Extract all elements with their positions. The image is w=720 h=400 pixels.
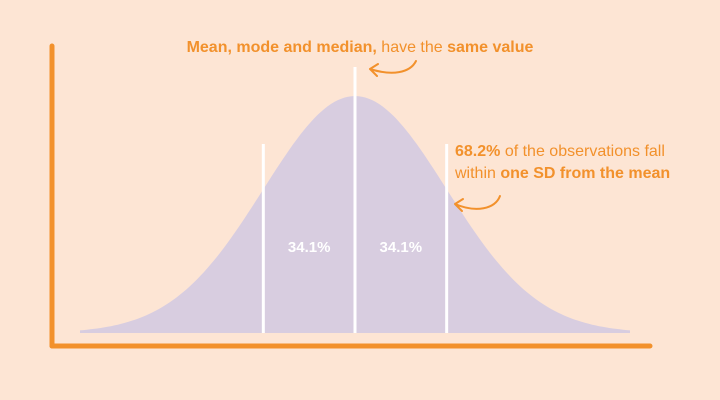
annotation-text: within: [455, 165, 501, 182]
region-label-left: 34.1%: [288, 239, 331, 256]
annotation-text: have the: [376, 39, 448, 56]
annotation-bold-text: 68.2%: [455, 143, 501, 160]
annotation-bold-text: one SD from the mean: [500, 165, 671, 182]
annotation-line-1: 68.2% of the observations fall: [455, 141, 670, 163]
annotation-bold-text: Mean, mode and median,: [186, 39, 377, 56]
one-sd-annotation: 68.2% of the observations fall within on…: [455, 141, 670, 185]
center-tendency-annotation: Mean, mode and median, have the same val…: [0, 37, 720, 59]
annotation-bold-text: same value: [447, 39, 534, 56]
region-label-right: 34.1%: [380, 239, 423, 256]
annotation-text: of the observations fall: [500, 143, 665, 160]
curved-arrow-icon: [454, 195, 501, 212]
annotation-line-2: within one SD from the mean: [455, 163, 670, 185]
curved-arrow-icon: [369, 60, 417, 77]
